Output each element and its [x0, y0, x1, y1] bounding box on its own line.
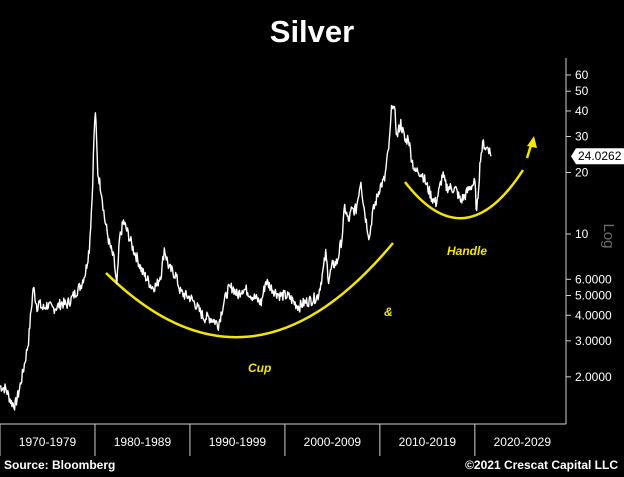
- y-tick-label: 60: [575, 68, 589, 82]
- y-tick-label: 40: [575, 104, 589, 118]
- x-category-label: 2000-2009: [304, 435, 362, 449]
- y-tick-label: 6.0000: [575, 272, 612, 286]
- y-tick-label: 4.0000: [575, 308, 612, 322]
- source-note: Source: Bloomberg: [4, 458, 116, 472]
- ampersand-label: &: [384, 305, 393, 319]
- handle-label: Handle: [447, 244, 487, 258]
- silver-price-series-line: [0, 105, 492, 411]
- x-category-label: 1990-1999: [209, 435, 267, 449]
- x-category-label: 1980-1989: [114, 435, 172, 449]
- last-price-marker: 24.0262: [571, 148, 624, 165]
- chart-title: Silver: [269, 14, 355, 49]
- handle-curve: [404, 169, 525, 220]
- cup-curve: [105, 242, 394, 339]
- y-axis-title: Log: [600, 223, 617, 248]
- y-tick-label: 3.0000: [575, 334, 612, 348]
- y-tick-label: 20: [575, 165, 589, 179]
- x-category-label: 2010-2019: [399, 435, 457, 449]
- cup-label: Cup: [248, 361, 271, 375]
- x-category-label: 2020-2029: [494, 435, 552, 449]
- y-tick-label: 5.0000: [575, 289, 612, 303]
- x-category-label: 1970-1979: [19, 435, 77, 449]
- y-axis-ticks: 2.0000 3.0000 4.0000 5.0000 6.0000 10 20 30 40 50…: [566, 68, 612, 384]
- y-tick-label: 2.0000: [575, 370, 612, 384]
- last-price-box: [571, 148, 624, 165]
- copyright-note: ©2021 Crescat Capital LLC: [465, 458, 618, 472]
- x-axis-ticks: 1970-1979 1980-1989 1990-1999 2000-2009 2010…: [0, 424, 551, 456]
- y-tick-label: 30: [575, 130, 589, 144]
- y-tick-label: 50: [575, 84, 589, 98]
- y-tick-label: 10: [575, 227, 589, 241]
- upward-arrow-head: [527, 136, 537, 148]
- last-price-label: 24.0262: [578, 149, 622, 163]
